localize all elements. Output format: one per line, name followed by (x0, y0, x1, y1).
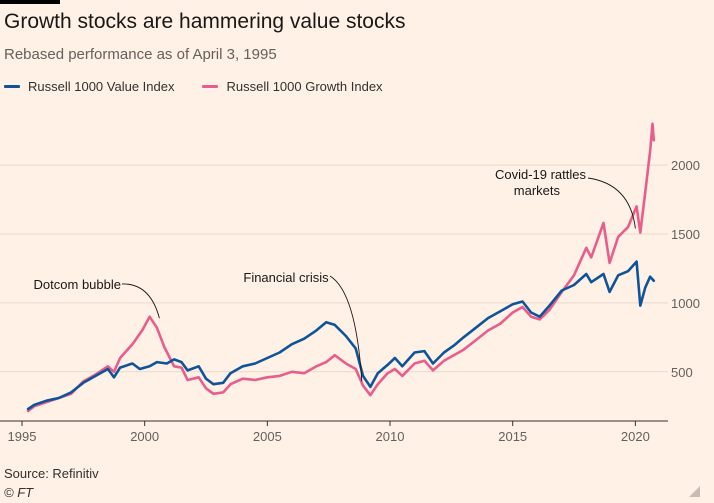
chart-title: Growth stocks are hammering value stocks (4, 10, 406, 33)
x-tick-label: 2020 (621, 429, 650, 444)
legend-label-value: Russell 1000 Value Index (28, 79, 175, 94)
series-lines (26, 122, 656, 413)
x-tick-label: 2005 (253, 429, 282, 444)
x-axis: 1995 2000 2005 2010 2015 2020 (0, 420, 668, 444)
y-axis: 500 1000 1500 2000 (671, 158, 700, 380)
x-tick-label: 2015 (498, 429, 527, 444)
legend-item-value: Russell 1000 Value Index (4, 79, 174, 94)
annotation-covid-line-2: markets (514, 183, 561, 198)
series-line-growth (26, 122, 656, 413)
annotation-covid-line-1: Covid-19 rattles (495, 167, 587, 182)
y-tick-label: 2000 (671, 158, 700, 173)
source-note: Source: Refinitiv (4, 466, 99, 481)
chart-legend: Russell 1000 Value Index Russell 1000 Gr… (4, 79, 411, 94)
x-tick-label: 1995 (8, 429, 37, 444)
legend-label-growth: Russell 1000 Growth Index (226, 79, 383, 94)
y-tick-label: 1500 (671, 227, 700, 242)
annotation-covid-19: Covid-19 rattles markets (495, 167, 587, 198)
annotation-leader-dotcom (121, 283, 160, 319)
legend-swatch-value (4, 85, 20, 88)
grid-lines (0, 164, 668, 373)
annotation-financial-crisis: Financial crisis (243, 270, 329, 285)
series-line-value (26, 260, 656, 411)
ft-credit: © FT (4, 485, 34, 500)
x-tick-label: 2010 (376, 429, 405, 444)
legend-item-growth: Russell 1000 Growth Index (202, 79, 383, 94)
brand-bar (0, 0, 60, 4)
x-tick-label: 2000 (130, 429, 159, 444)
chart-subtitle: Rebased performance as of April 3, 1995 (4, 46, 277, 63)
y-tick-label: 1000 (671, 296, 700, 311)
y-tick-label: 500 (671, 365, 693, 380)
resize-grip-icon[interactable] (689, 486, 700, 497)
annotation-leader-financial-crisis (329, 275, 363, 382)
annotation-leader-covid (587, 177, 636, 229)
annotations: Dotcom bubble Financial crisis Covid-19 … (34, 167, 636, 382)
legend-swatch-growth (202, 85, 219, 88)
annotation-dotcom-bubble: Dotcom bubble (34, 277, 121, 292)
